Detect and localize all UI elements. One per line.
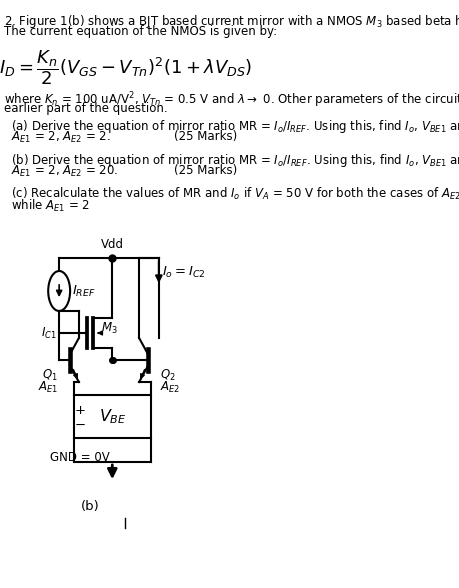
Text: $-$: $-$ <box>74 418 86 431</box>
Text: where $K_n$ = 100 uA/V$^2$, $V_{Tn}$ = 0.5 V and $\lambda \rightarrow$ 0. Other : where $K_n$ = 100 uA/V$^2$, $V_{Tn}$ = 0… <box>5 90 459 109</box>
Text: $M_3$: $M_3$ <box>101 321 118 336</box>
Text: earlier part of the question.: earlier part of the question. <box>5 102 168 115</box>
Text: (25 Marks): (25 Marks) <box>174 130 238 143</box>
Text: $A_{E1}$ = 2, $A_{E2}$ = 20.: $A_{E1}$ = 2, $A_{E2}$ = 20. <box>11 164 118 179</box>
Text: while $A_{E1}$ = 2: while $A_{E1}$ = 2 <box>11 198 90 214</box>
Text: $V_{BE}$: $V_{BE}$ <box>99 407 126 426</box>
Text: (a) Derive the equation of mirror ratio MR = $I_o/I_{REF}$. Using this, find $I_: (a) Derive the equation of mirror ratio … <box>11 118 459 135</box>
Text: $A_{E1}$ = 2, $A_{E2}$ = 2.: $A_{E1}$ = 2, $A_{E2}$ = 2. <box>11 130 111 145</box>
Text: $Q_2$: $Q_2$ <box>161 368 176 383</box>
Text: The current equation of the NMOS is given by:: The current equation of the NMOS is give… <box>5 25 278 38</box>
Text: 2. Figure 1(b) shows a BJT based current mirror with a NMOS $M_3$ based beta hel: 2. Figure 1(b) shows a BJT based current… <box>5 13 459 30</box>
Text: $I_{REF}$: $I_{REF}$ <box>72 283 95 299</box>
Text: +: + <box>74 404 85 417</box>
Text: $I_o = I_{C2}$: $I_o = I_{C2}$ <box>162 265 205 279</box>
Text: $Q_1$: $Q_1$ <box>42 368 58 383</box>
Text: $A_{E1}$: $A_{E1}$ <box>38 380 58 395</box>
Text: (b) Derive the equation of mirror ratio MR = $I_o/I_{REF}$. Using this, find $I_: (b) Derive the equation of mirror ratio … <box>11 152 459 169</box>
Text: GND = 0V: GND = 0V <box>50 451 110 464</box>
Text: (c) Recalculate the values of MR and $I_o$ if $V_A$ = 50 V for both the cases of: (c) Recalculate the values of MR and $I_… <box>11 186 459 202</box>
Text: (25 Marks): (25 Marks) <box>174 164 238 177</box>
Text: (b): (b) <box>81 500 100 513</box>
Bar <box>74 395 151 438</box>
Text: $A_{E2}$: $A_{E2}$ <box>161 380 181 395</box>
Text: Vdd: Vdd <box>101 238 124 251</box>
Text: $I_{C1}$: $I_{C1}$ <box>41 325 56 340</box>
Text: $I_D = \dfrac{K_n}{2}(V_{GS} - V_{Tn})^2(1 + \lambda V_{DS})$: $I_D = \dfrac{K_n}{2}(V_{GS} - V_{Tn})^2… <box>0 48 252 86</box>
